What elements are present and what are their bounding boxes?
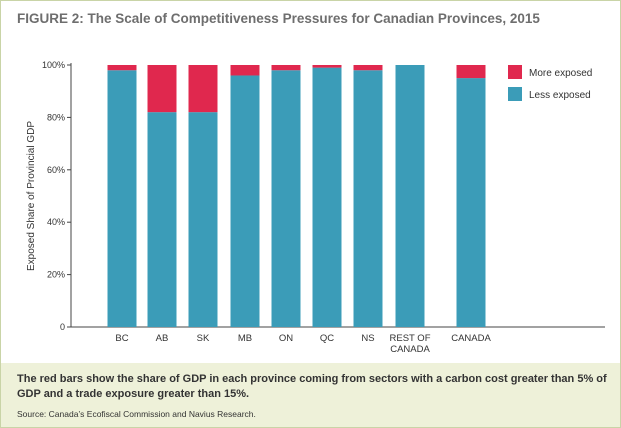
bar-less-exposed: [230, 75, 260, 327]
bar-more-exposed: [271, 65, 301, 71]
footer-panel: The red bars show the share of GDP in ea…: [1, 363, 620, 427]
legend-label: More exposed: [529, 68, 592, 79]
y-tick-label: 0: [60, 322, 65, 332]
x-tick-label: CANADA: [390, 344, 430, 355]
bar-less-exposed: [147, 112, 177, 327]
bar-less-exposed: [107, 70, 137, 328]
x-tick-label: NS: [361, 333, 374, 344]
x-tick-label: BC: [115, 333, 128, 344]
y-tick-label: 80%: [47, 112, 65, 122]
bar-more-exposed: [456, 65, 486, 79]
bar-more-exposed: [230, 65, 260, 76]
y-tick-label: 100%: [42, 60, 65, 70]
stacked-bar-chart: 0 20% 40% 60% 80% 100% Exposed Share of Provin…: [26, 60, 605, 355]
chart-title: FIGURE 2: The Scale of Competitiveness P…: [17, 11, 540, 26]
bar-more-exposed: [312, 65, 342, 68]
y-tick-label: 40%: [47, 217, 65, 227]
bar-more-exposed: [188, 65, 218, 113]
bar-more-exposed: [353, 65, 383, 71]
bar-more-exposed: [147, 65, 177, 113]
x-tick-label: QC: [320, 333, 334, 344]
x-tick-label: ON: [279, 333, 293, 344]
bar-less-exposed: [456, 78, 486, 327]
bar-more-exposed: [107, 65, 137, 71]
bar-less-exposed: [188, 112, 218, 327]
x-tick-label: SK: [197, 333, 210, 344]
x-tick-label: REST OF: [390, 333, 431, 344]
chart-source: Source: Canada’s Ecofiscal Commission an…: [17, 409, 256, 419]
y-tick-label: 20%: [47, 270, 65, 280]
legend-swatch: [508, 87, 522, 101]
x-tick-label: MB: [238, 333, 252, 344]
legend-swatch: [508, 65, 522, 79]
legend-label: Less exposed: [529, 90, 591, 101]
y-axis-label: Exposed Share of Provincial GDP: [26, 121, 37, 271]
bar-less-exposed: [395, 65, 425, 327]
bar-less-exposed: [312, 67, 342, 328]
bar-less-exposed: [271, 70, 301, 328]
x-tick-label: AB: [156, 333, 169, 344]
x-tick-label: CANADA: [451, 333, 491, 344]
y-tick-label: 60%: [47, 165, 65, 175]
bar-less-exposed: [353, 70, 383, 328]
chart-note: The red bars show the share of GDP in ea…: [17, 373, 607, 400]
